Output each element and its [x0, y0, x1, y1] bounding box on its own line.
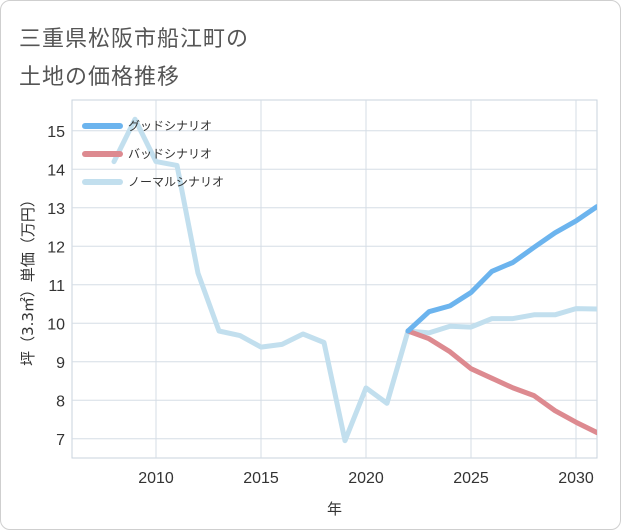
- series-line-2: [111, 116, 597, 444]
- series-line-0: [405, 204, 597, 334]
- y-tick-label: 11: [48, 278, 65, 295]
- series-group: [111, 116, 597, 444]
- x-tick-label: 2025: [453, 470, 489, 487]
- legend-label-1: バッドシナリオ: [128, 147, 212, 161]
- x-tick-label: 2030: [558, 470, 594, 487]
- x-tick-label: 2010: [138, 470, 174, 487]
- series-line-1: [405, 328, 597, 436]
- y-tick-label: 7: [56, 432, 65, 449]
- chart-title-line-2: 土地の価格推移: [19, 65, 181, 90]
- y-tick-label: 8: [56, 393, 65, 410]
- y-tick-label: 15: [47, 124, 65, 141]
- y-tick-label: 14: [47, 162, 65, 179]
- chart-title-line-1: 三重県松阪市船江町の: [19, 27, 250, 52]
- legend-label-2: ノーマルシナリオ: [128, 175, 224, 189]
- y-tick-label: 10: [47, 316, 65, 333]
- x-tick-label: 2020: [348, 470, 384, 487]
- x-tick-label: 2015: [243, 470, 279, 487]
- y-tick-label: 9: [56, 355, 65, 372]
- y-tick-label: 13: [47, 201, 65, 218]
- legend-label-0: グッドシナリオ: [128, 119, 212, 133]
- x-axis-label: 年: [327, 500, 342, 518]
- y-axis-label: 坪（3.3㎡）単価（万円）: [19, 192, 37, 366]
- y-tick-label: 12: [47, 239, 65, 256]
